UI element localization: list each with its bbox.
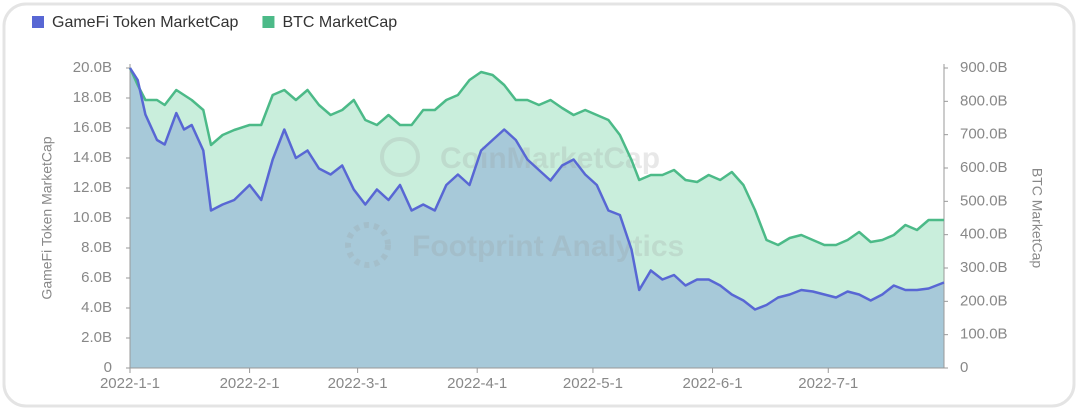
x-tick-label: 2022-2-1	[220, 375, 280, 392]
watermark: CoinMarketCap	[440, 142, 660, 175]
y2-axis-title: BTC MarketCap	[1029, 168, 1045, 269]
y-tick-label: 10.0B	[73, 209, 112, 226]
x-tick-label: 2022-4-1	[447, 375, 507, 392]
x-tick-label: 2022-1-1	[100, 375, 160, 392]
axes-layer: 0 2.0B 4.0B 6.0B 8.0B 10.0B 12.0B 14.0B 16.0B 18.…	[32, 14, 1008, 392]
y2-tick-label: 100.0B	[960, 326, 1008, 343]
y-tick-label: 4.0B	[81, 299, 112, 316]
y-tick-label: 8.0B	[81, 239, 112, 256]
y2-tick-label: 600.0B	[960, 159, 1008, 176]
x-tick-label: 2022-5-1	[563, 375, 623, 392]
y2-tick-label: 0	[960, 359, 968, 376]
x-tick-label: 2022-6-1	[683, 375, 743, 392]
legend-swatch	[262, 16, 275, 28]
watermark-logo	[380, 137, 420, 177]
y2-tick-label: 200.0B	[960, 292, 1008, 309]
y-axis-title: GameFi Token MarketCap	[39, 136, 55, 299]
watermark-logo	[345, 222, 391, 268]
marks-layer	[130, 68, 944, 368]
y-tick-label: 14.0B	[73, 149, 112, 166]
y2-tick-label: 500.0B	[960, 192, 1008, 209]
y2-tick-label: 800.0B	[960, 92, 1008, 109]
y2-tick-label: 300.0B	[960, 259, 1008, 276]
y2-tick-label: 700.0B	[960, 126, 1008, 143]
x-tick-label: 2022-7-1	[798, 375, 858, 392]
y-tick-label: 16.0B	[73, 119, 112, 136]
y-tick-label: 20.0B	[73, 59, 112, 76]
legend-label: GameFi Token MarketCap	[52, 14, 239, 31]
legend-swatch	[32, 16, 44, 28]
line	[128, 67, 944, 247]
y-tick-label: 2.0B	[81, 329, 112, 346]
y2-tick-label: 400.0B	[960, 226, 1008, 243]
watermark-layer: CoinMarketCap Footprint Analytics	[345, 137, 684, 268]
line	[128, 67, 945, 311]
y-tick-label: 0	[104, 359, 112, 376]
watermark: Footprint Analytics	[412, 230, 684, 263]
x-tick-label: 2022-3-1	[328, 375, 388, 392]
y-tick-label: 6.0B	[81, 269, 112, 286]
y2-tick-label: 900.0B	[960, 59, 1008, 76]
y-tick-label: 18.0B	[73, 89, 112, 106]
legend-label: BTC MarketCap	[282, 14, 397, 31]
area	[130, 68, 944, 368]
y-tick-label: 12.0B	[73, 179, 112, 196]
